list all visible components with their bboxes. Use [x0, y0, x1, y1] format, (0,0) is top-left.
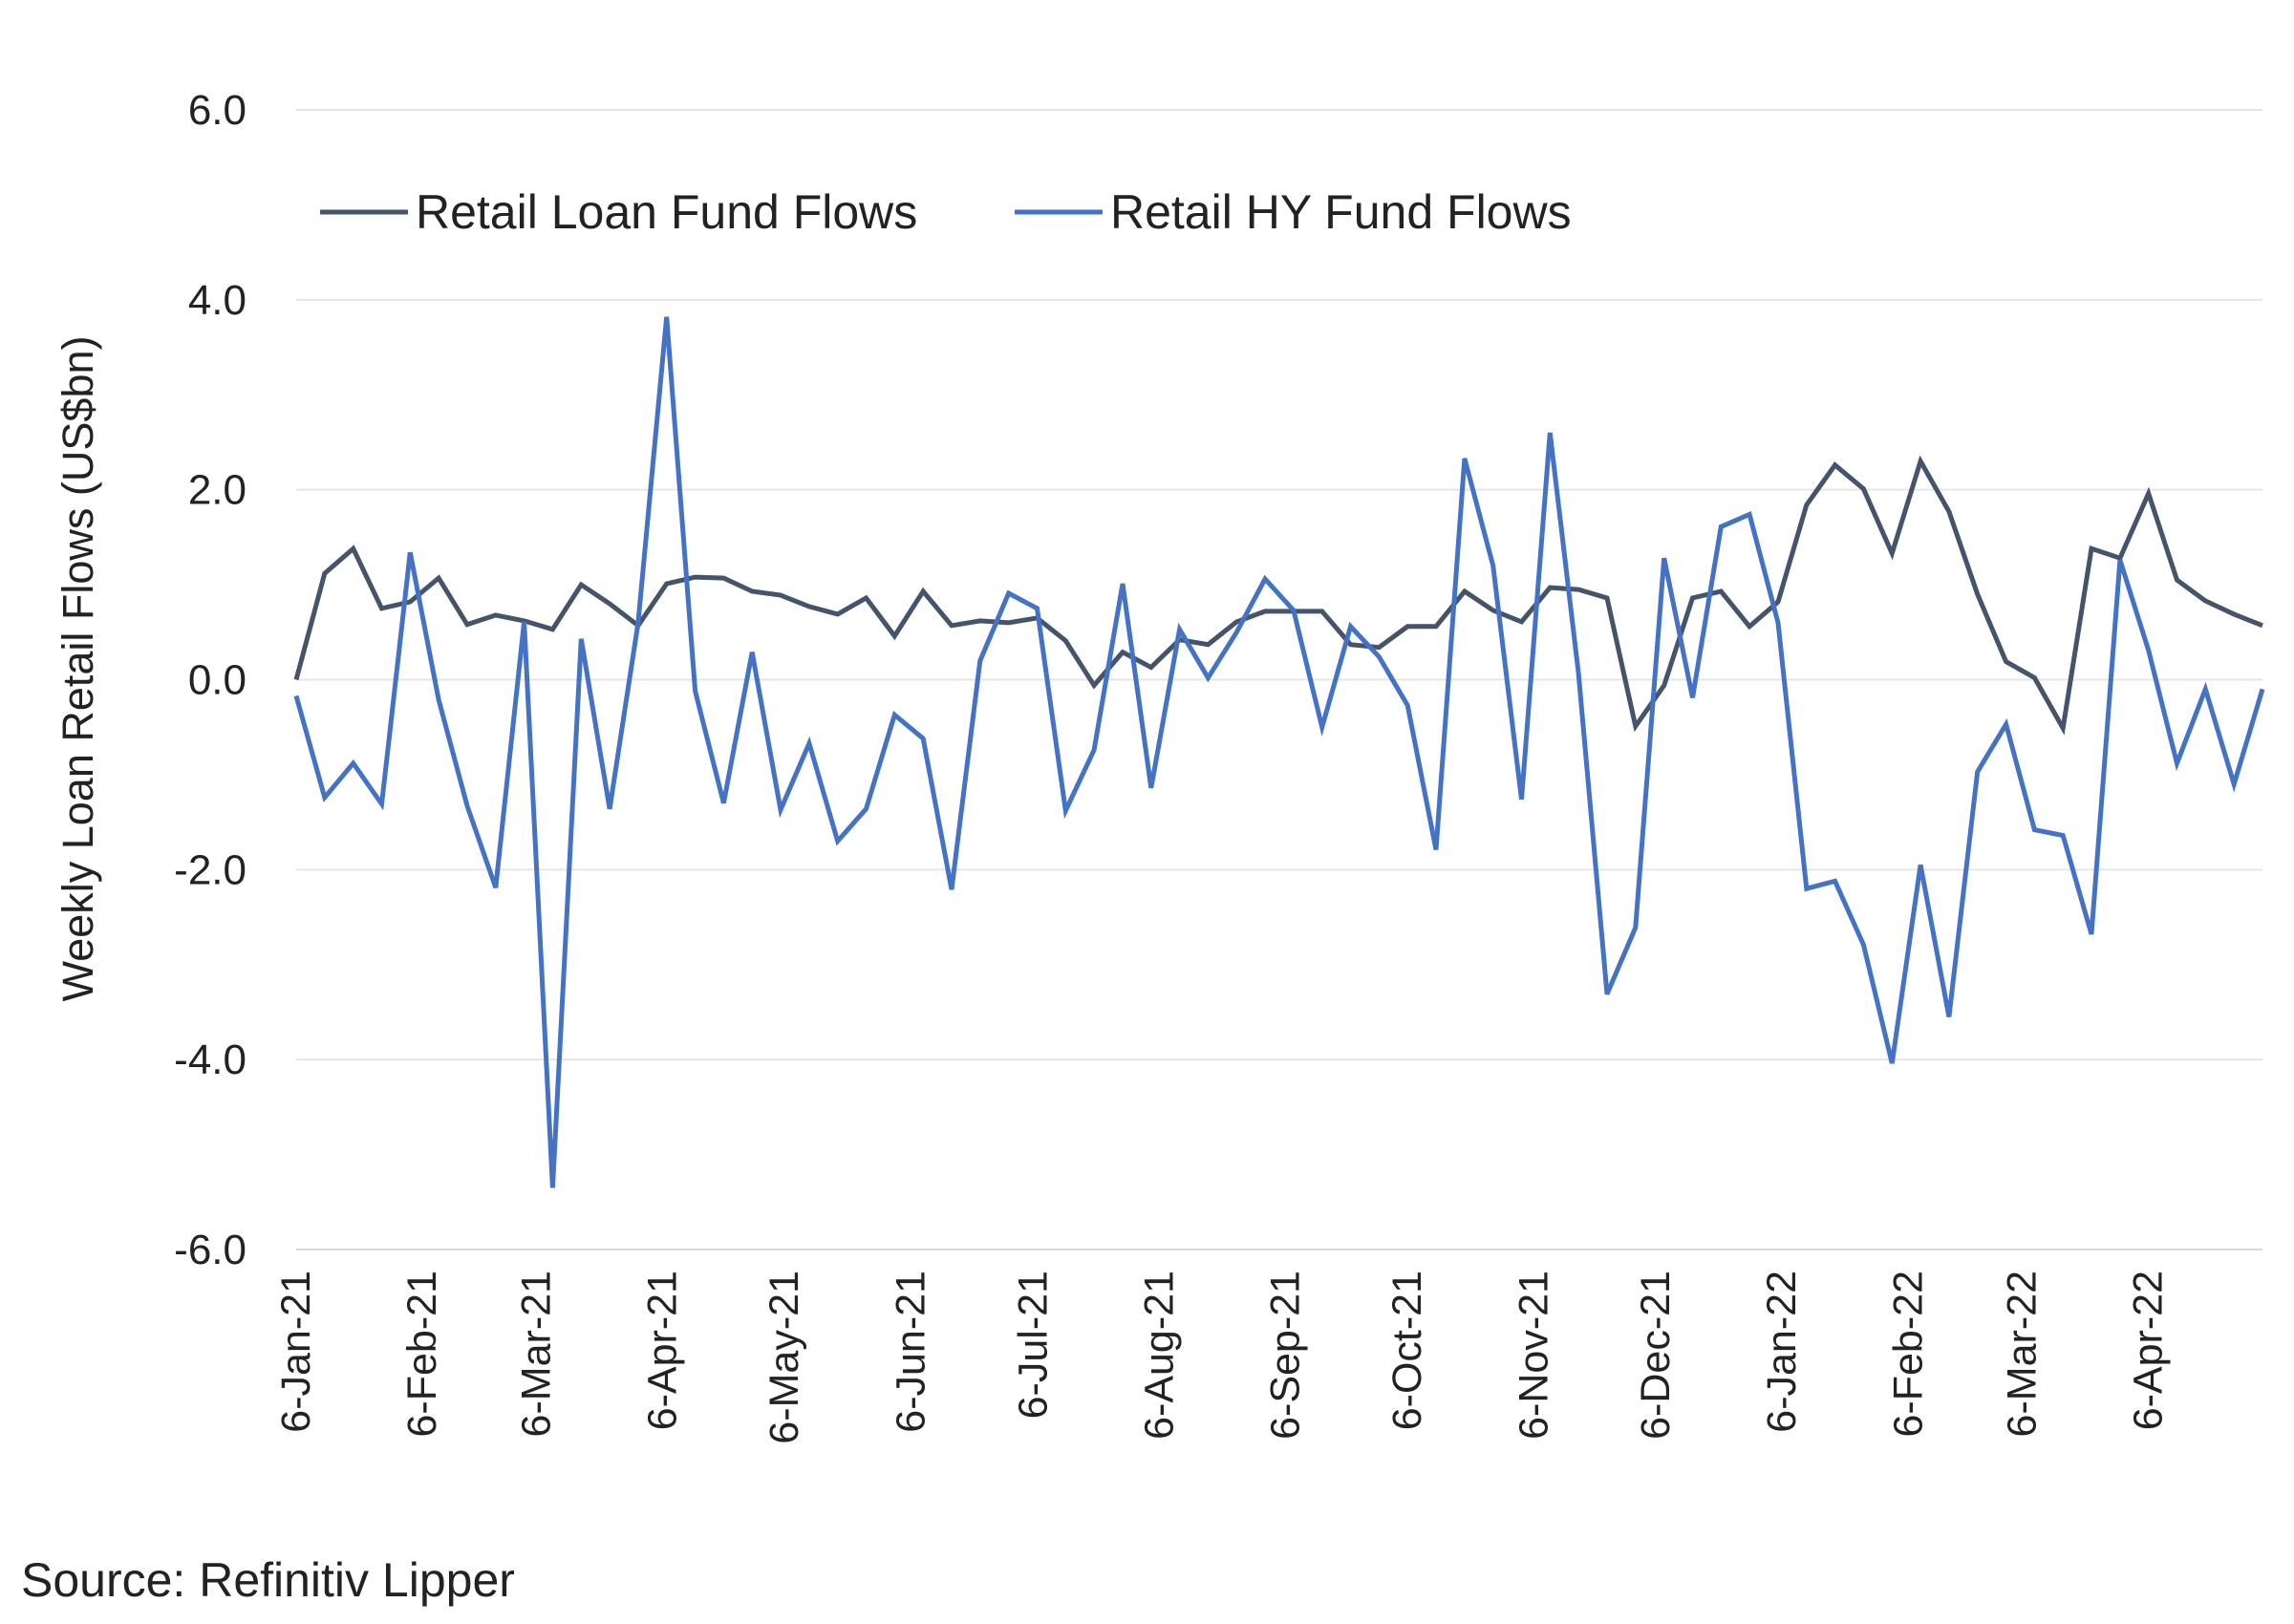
y-axis-tick-labels: 6.0 4.0 2.0 0.0 -2.0 -4.0 -6.0 — [174, 87, 247, 1273]
series-line-retail-hy-fund-flows — [293, 316, 2265, 1188]
x-tick-label: 6-Sep-21 — [1262, 1271, 1308, 1440]
x-tick-label: 6-Feb-22 — [1885, 1271, 1931, 1437]
legend: Retail Loan Fund Flows Retail HY Fund Flo… — [320, 185, 1572, 239]
x-tick-label: 6-Aug-21 — [1136, 1271, 1182, 1440]
x-tick-label: 6-Feb-21 — [399, 1271, 445, 1437]
y-tick-label: -4.0 — [174, 1036, 247, 1083]
x-tick-label: 6-Nov-21 — [1511, 1271, 1556, 1440]
y-tick-label: 2.0 — [188, 467, 247, 514]
y-tick-label: 4.0 — [188, 277, 247, 324]
y-axis-title: Weekly Loan Retail Flows (US$bn) — [54, 336, 102, 1002]
x-tick-label: 6-Mar-21 — [513, 1271, 559, 1437]
x-tick-label: 6-Jan-21 — [273, 1271, 319, 1433]
x-axis-tick-labels: 6-Jan-21 6-Feb-21 6-Mar-21 6-Apr-21 6-May-21… — [273, 1271, 2172, 1444]
x-tick-label: 6-Apr-21 — [640, 1271, 686, 1430]
x-tick-label: 6-Apr-22 — [2126, 1271, 2172, 1430]
legend-label: Retail Loan Fund Flows — [416, 185, 917, 239]
y-tick-label: -6.0 — [174, 1227, 247, 1273]
y-tick-label: 6.0 — [188, 87, 247, 134]
x-tick-label: 6-Jul-21 — [1010, 1271, 1056, 1419]
x-tick-label: 6-Oct-21 — [1384, 1271, 1430, 1430]
y-tick-label: 0.0 — [188, 657, 247, 704]
x-tick-label: 6-Jan-22 — [1759, 1271, 1805, 1433]
x-tick-label: 6-May-21 — [761, 1271, 807, 1444]
x-tick-label: 6-Dec-21 — [1633, 1271, 1679, 1440]
legend-label: Retail HY Fund Flows — [1110, 185, 1572, 239]
series-lines — [293, 316, 2265, 1188]
x-tick-label: 6-Mar-22 — [2000, 1271, 2046, 1437]
y-tick-label: -2.0 — [174, 846, 247, 893]
source-note: Source: Refinitiv Lipper — [21, 1553, 515, 1607]
series-line-retail-loan-fund-flows — [293, 455, 2263, 736]
gridlines — [296, 109, 2262, 1250]
x-tick-label: 6-Jun-21 — [888, 1271, 933, 1433]
